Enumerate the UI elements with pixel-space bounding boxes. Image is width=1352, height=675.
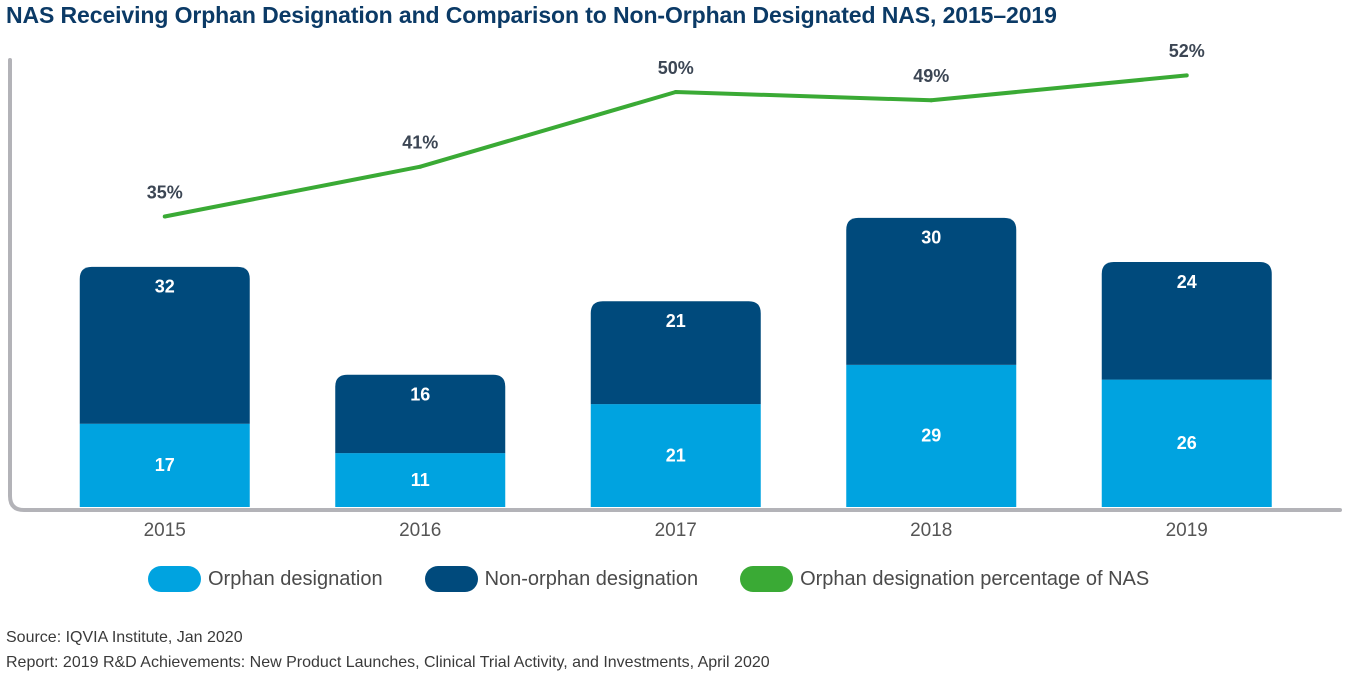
chart-title: NAS Receiving Orphan Designation and Com… — [6, 2, 1057, 28]
bar-label-non-orphan-2015: 32 — [155, 277, 175, 297]
line-point-2019 — [1184, 73, 1189, 78]
bar-label-orphan-2018: 29 — [921, 426, 941, 446]
legend-swatch-non-orphan — [424, 566, 478, 592]
legend-item-percentage[interactable]: Orphan designation percentage of NAS — [740, 566, 1149, 592]
bar-non-orphan-2017 — [590, 301, 761, 405]
x-tick-label-2019: 2019 — [1166, 520, 1208, 541]
bar-non-orphan-2015 — [79, 266, 250, 424]
x-tick-label-2017: 2017 — [655, 520, 697, 541]
bar-orphan-2017 — [590, 404, 761, 507]
line-point-2018 — [929, 98, 934, 103]
legend: Orphan designation Non-orphan designatio… — [148, 566, 1191, 592]
bar-orphan-2016 — [335, 453, 506, 507]
bar-label-orphan-2016: 11 — [411, 470, 430, 490]
x-tick-label-2018: 2018 — [910, 520, 952, 541]
legend-swatch-percentage — [740, 566, 794, 592]
line-point-2015 — [162, 214, 167, 219]
source-line: Source: IQVIA Institute, Jan 2020 — [6, 629, 243, 646]
legend-label-non-orphan: Non-orphan designation — [484, 567, 699, 590]
axis-frame — [8, 58, 1342, 512]
chart-area: 17 32 2015 11 16 2016 21 21 2017 29 30 2018 26 24 2019… — [8, 41, 1342, 541]
legend-label-percentage: Orphan designation percentage of NAS — [800, 567, 1150, 590]
bar-label-non-orphan-2019: 24 — [1177, 272, 1197, 292]
x-tick-label-2015: 2015 — [144, 520, 186, 541]
bar-label-non-orphan-2018: 30 — [921, 228, 941, 248]
bar-non-orphan-2016 — [335, 374, 506, 454]
bar-label-orphan-2017: 21 — [666, 445, 686, 465]
bar-label-non-orphan-2017: 21 — [666, 311, 686, 331]
x-tick-label-2016: 2016 — [399, 520, 441, 541]
bar-orphan-2015 — [79, 423, 250, 507]
legend-item-orphan[interactable]: Orphan designation — [148, 566, 383, 592]
legend-label-orphan: Orphan designation — [208, 567, 383, 590]
legend-item-non-orphan[interactable]: Non-orphan designation — [424, 566, 699, 592]
line-label-2018: 49% — [913, 66, 949, 86]
line-label-2017: 50% — [658, 58, 694, 78]
line-label-2016: 41% — [402, 132, 438, 152]
percentage-line — [164, 73, 1187, 219]
bar-orphan-2019 — [1101, 379, 1272, 507]
bar-non-orphan-2019 — [1101, 262, 1272, 380]
bar-label-orphan-2015: 17 — [155, 455, 175, 475]
legend-swatch-orphan — [148, 566, 201, 592]
line-point-2017 — [673, 90, 678, 94]
source-notes: Source: IQVIA Institute, Jan 2020 Report… — [6, 625, 770, 675]
line-point-2016 — [418, 164, 423, 169]
report-line: Report: 2019 R&D Achievements: New Produ… — [6, 654, 770, 671]
bar-label-orphan-2019: 26 — [1177, 433, 1197, 453]
line-label-2015: 35% — [147, 182, 183, 202]
bar-non-orphan-2018 — [846, 217, 1017, 365]
bar-orphan-2018 — [846, 364, 1017, 507]
line-label-2019: 52% — [1169, 41, 1205, 61]
bar-label-non-orphan-2016: 16 — [410, 384, 430, 404]
